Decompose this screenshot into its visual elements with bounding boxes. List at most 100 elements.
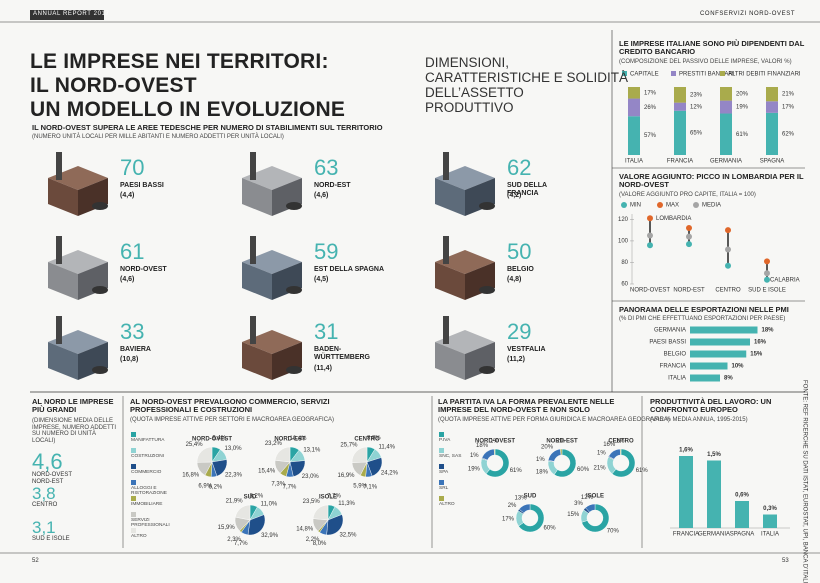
label: 12% xyxy=(690,104,703,110)
plant-name: NORD-OVEST xyxy=(120,266,167,273)
plant-value: 29 xyxy=(507,319,532,344)
label: 57% xyxy=(644,133,657,139)
label: 2,3% xyxy=(227,537,241,543)
plant-detail: (11,4) xyxy=(314,365,332,372)
section-title: VALORE AGGIUNTO: PICCO IN LOMBARDIA PER … xyxy=(619,172,804,190)
label: 1,5% xyxy=(707,452,721,458)
plant-value: 62 xyxy=(507,155,532,180)
building-left xyxy=(48,178,78,216)
label: 7,7% xyxy=(283,485,297,491)
bar-segment xyxy=(720,87,732,101)
label: MEDIA xyxy=(702,203,721,209)
building-left xyxy=(242,262,272,300)
label: BELGIO xyxy=(664,352,687,358)
tank xyxy=(479,366,495,374)
label: 6,2% xyxy=(209,484,223,490)
plant-name: PAESI BASSI xyxy=(120,182,164,189)
plant-name: VESTFALIA xyxy=(507,346,546,353)
label: 21% xyxy=(782,92,795,98)
label: PRESTITI BANCARI xyxy=(679,72,735,78)
plant-detail: (4,6) xyxy=(314,192,329,199)
label: ISOLE xyxy=(319,495,337,501)
bar-segment xyxy=(766,87,778,102)
label: 80 xyxy=(621,260,628,266)
building-left xyxy=(435,342,465,380)
plant-value: 70 xyxy=(120,155,145,180)
section-subtitle: (QUOTA IMPRESE ATTIVE PER FORMA GIURIDIC… xyxy=(438,417,670,423)
label: 1% xyxy=(490,439,499,445)
label: 61% xyxy=(636,468,649,474)
label: 8,2% xyxy=(250,493,264,499)
label: CALABRIA xyxy=(770,277,800,283)
label: 16,9% xyxy=(338,473,356,479)
label: NORD-OVEST xyxy=(192,437,232,443)
label: 17% xyxy=(644,90,657,96)
intro-text: DIMENSIONI, xyxy=(425,55,510,70)
chimney xyxy=(250,316,256,344)
label: GERMANIA xyxy=(654,328,686,334)
slice xyxy=(548,448,562,462)
label: 13% xyxy=(515,496,528,502)
label: 8,8% xyxy=(367,436,381,442)
plant-value: 59 xyxy=(314,239,339,264)
bar xyxy=(707,460,721,528)
label: SPAGNA xyxy=(730,532,755,538)
label: 24,2% xyxy=(381,471,399,477)
tank xyxy=(92,202,108,210)
plant-value: 33 xyxy=(120,319,145,344)
label: 1% xyxy=(536,457,545,463)
tank xyxy=(92,286,108,294)
bar xyxy=(690,326,758,334)
bar xyxy=(690,374,720,382)
label: NORD-OVEST xyxy=(475,439,515,445)
label: ISOLE xyxy=(586,494,604,500)
slice xyxy=(560,448,563,456)
source: FONTE: REF RICERCHE SU DATI ISTAT, EUROS… xyxy=(801,380,807,583)
dot xyxy=(764,276,770,283)
intro-text: PRODUTTIVO xyxy=(425,100,514,115)
slice xyxy=(585,503,596,513)
label: CENTRO xyxy=(715,288,741,294)
intro-text: CARATTERISTICHE E SOLIDITÀ xyxy=(425,70,629,85)
section-title: IL NORD-OVEST SUPERA LE AREE TEDESCHE PE… xyxy=(32,123,383,132)
label: 65% xyxy=(690,130,703,136)
legend-label: SPA xyxy=(439,470,449,475)
label: 2% xyxy=(556,439,565,445)
dot xyxy=(686,241,692,248)
label: ITALIA xyxy=(625,159,643,165)
slice xyxy=(481,448,495,461)
label: 23,5% xyxy=(303,499,321,505)
building-left xyxy=(48,342,78,380)
legend-label: COMMERCIO xyxy=(131,470,162,475)
dot xyxy=(764,258,770,265)
label: GERMANIA xyxy=(698,532,730,538)
label: 2,2% xyxy=(306,537,320,543)
legend-swatch xyxy=(439,432,444,437)
plant-name: EST DELLA SPAGNA xyxy=(314,266,385,273)
label: 23,2% xyxy=(265,441,283,447)
slice xyxy=(493,448,496,456)
dot xyxy=(686,233,692,240)
label: ITALIA xyxy=(761,532,779,538)
label: 5,9% xyxy=(353,484,367,490)
section-subtitle: (DIMENSIONE MEDIA DELLE IMPRESE, NUMERO … xyxy=(32,418,117,445)
main-title: LE IMPRESE NEI TERRITORI: xyxy=(30,50,329,73)
legend-swatch xyxy=(131,480,136,485)
plant-name: NORD-EST xyxy=(314,182,351,189)
legend-swatch xyxy=(671,71,676,76)
label: 15,9% xyxy=(218,525,236,531)
legend-label: P.IVA xyxy=(439,438,451,443)
label: 1% xyxy=(597,451,606,457)
legend-label: SRL xyxy=(439,486,449,491)
label: 19% xyxy=(468,467,481,473)
label: 19% xyxy=(736,105,749,111)
legend-swatch xyxy=(131,528,136,533)
label: NORD-EST xyxy=(673,288,705,294)
tank xyxy=(286,366,302,374)
label: 17% xyxy=(782,105,795,111)
label: 61% xyxy=(736,132,749,138)
label: 20% xyxy=(736,91,749,97)
dot xyxy=(647,232,653,239)
size-name: SUD E ISOLE xyxy=(32,536,70,542)
plant-name: SUD DELLA FRANCIA xyxy=(507,182,547,197)
